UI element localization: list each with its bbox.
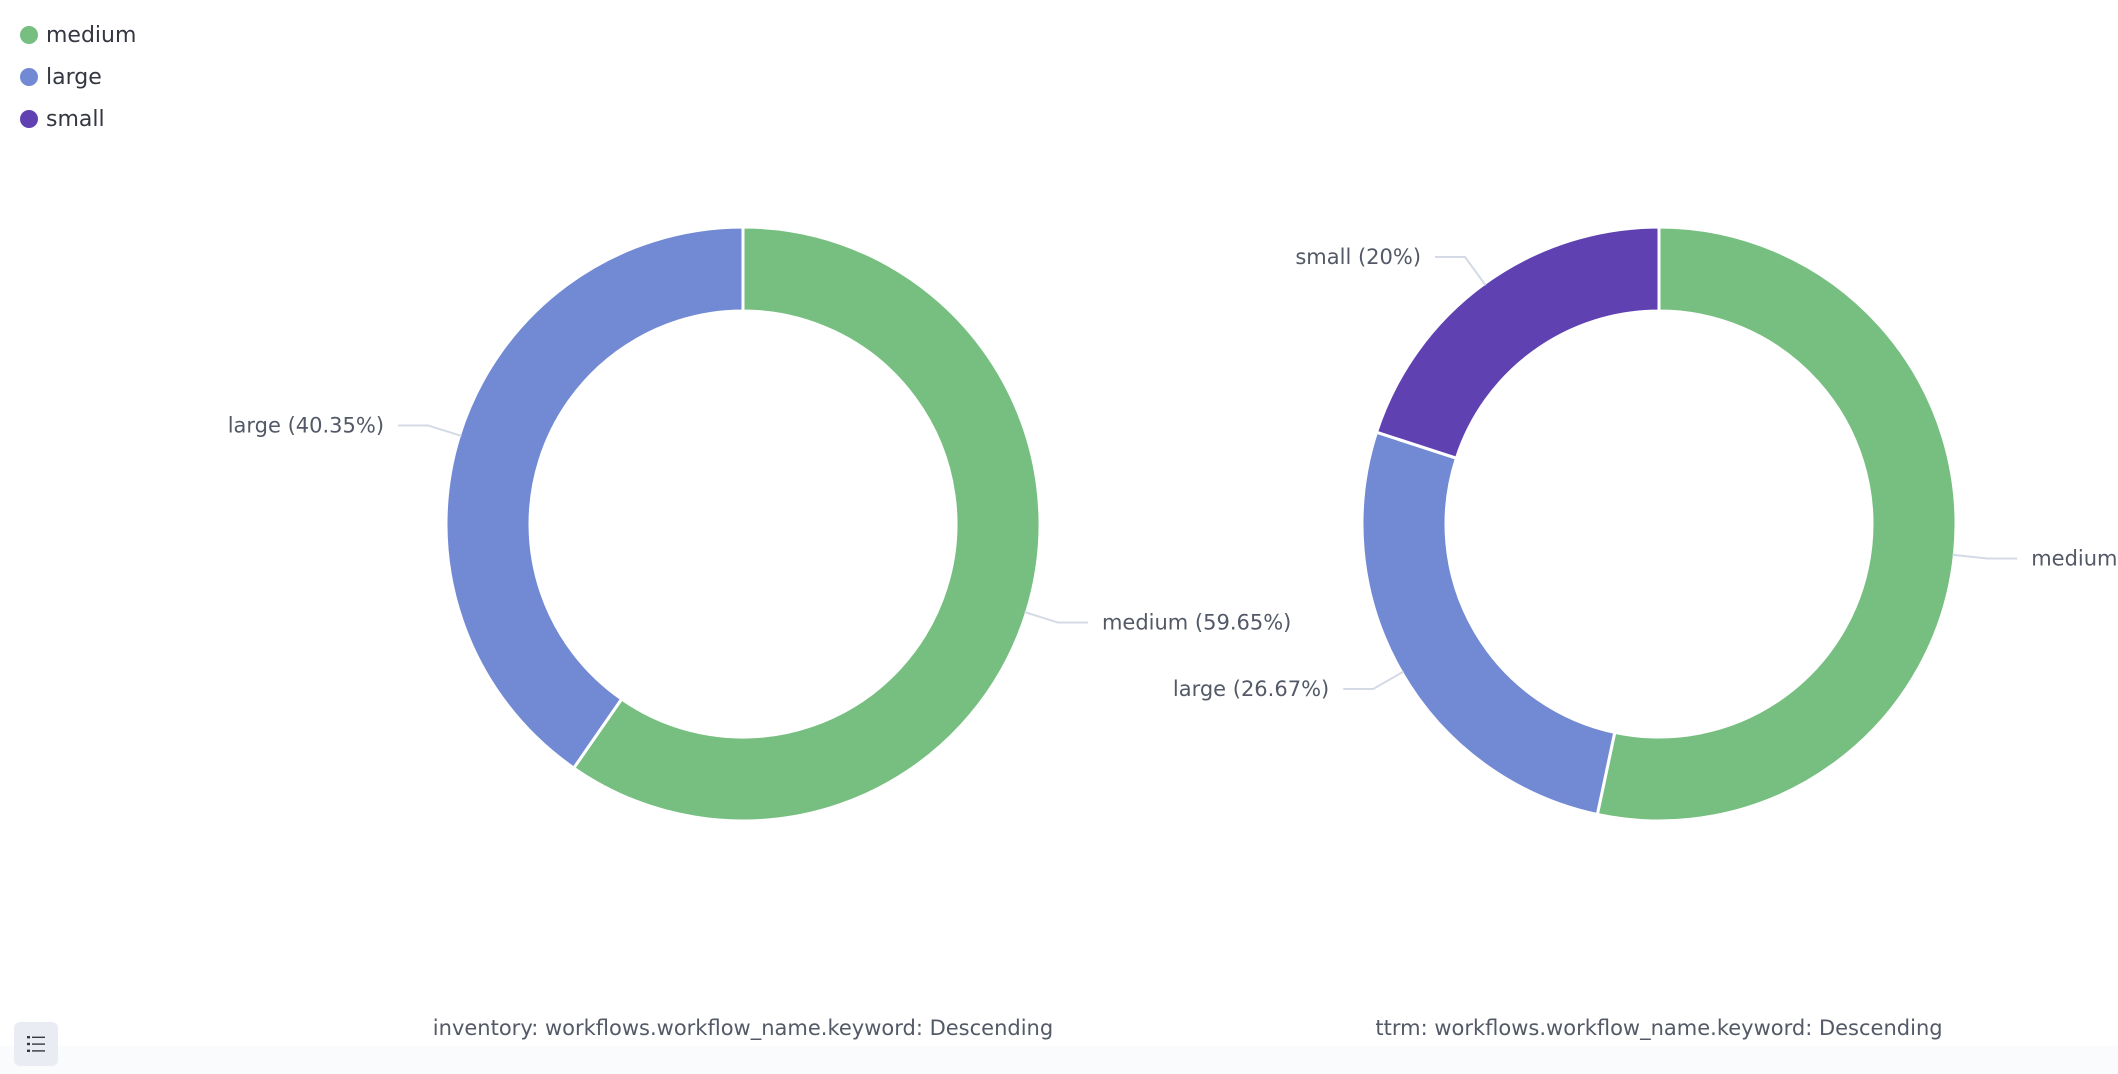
donut-slice-large[interactable]	[1360, 430, 1617, 817]
legend-label: medium	[46, 22, 137, 48]
list-icon	[27, 1036, 45, 1052]
donut-slice-large[interactable]	[444, 225, 745, 771]
legend-toggle-button[interactable]	[14, 1022, 58, 1066]
legend-swatch-medium	[20, 26, 38, 44]
label-leader-line	[1435, 256, 1487, 286]
donut-slice-medium[interactable]	[1595, 225, 1958, 823]
donut-slice-small[interactable]	[1374, 225, 1661, 461]
legend-swatch-small	[20, 110, 38, 128]
slice-label-medium: medium (53.33%)	[2031, 546, 2118, 570]
label-leader-line	[1024, 611, 1088, 624]
label-leader-line	[1952, 553, 2018, 560]
slice-label-medium: medium (59.65%)	[1102, 611, 1291, 635]
legend-label: large	[46, 64, 102, 90]
legend-item-large[interactable]: large	[20, 56, 136, 98]
slice-label-large: large (40.35%)	[228, 413, 384, 437]
legend-swatch-large	[20, 68, 38, 86]
legend-item-medium[interactable]: medium	[20, 14, 136, 56]
slice-label-small: small (20%)	[1295, 245, 1421, 269]
legend-label: small	[46, 106, 105, 132]
slice-label-large: large (26.67%)	[1173, 677, 1329, 701]
legend-item-small[interactable]: small	[20, 98, 136, 140]
donut-slice-medium[interactable]	[571, 225, 1042, 823]
chart-legend: medium large small	[20, 14, 136, 140]
label-leader-line	[1343, 670, 1405, 691]
chart-caption-inventory: inventory: workflows.workflow_name.keywo…	[432, 1016, 1054, 1040]
label-leader-line	[398, 424, 462, 437]
bottom-bar	[0, 1046, 2118, 1074]
chart-caption-ttrm: ttrm: workflows.workflow_name.keyword: D…	[1375, 1016, 1943, 1040]
